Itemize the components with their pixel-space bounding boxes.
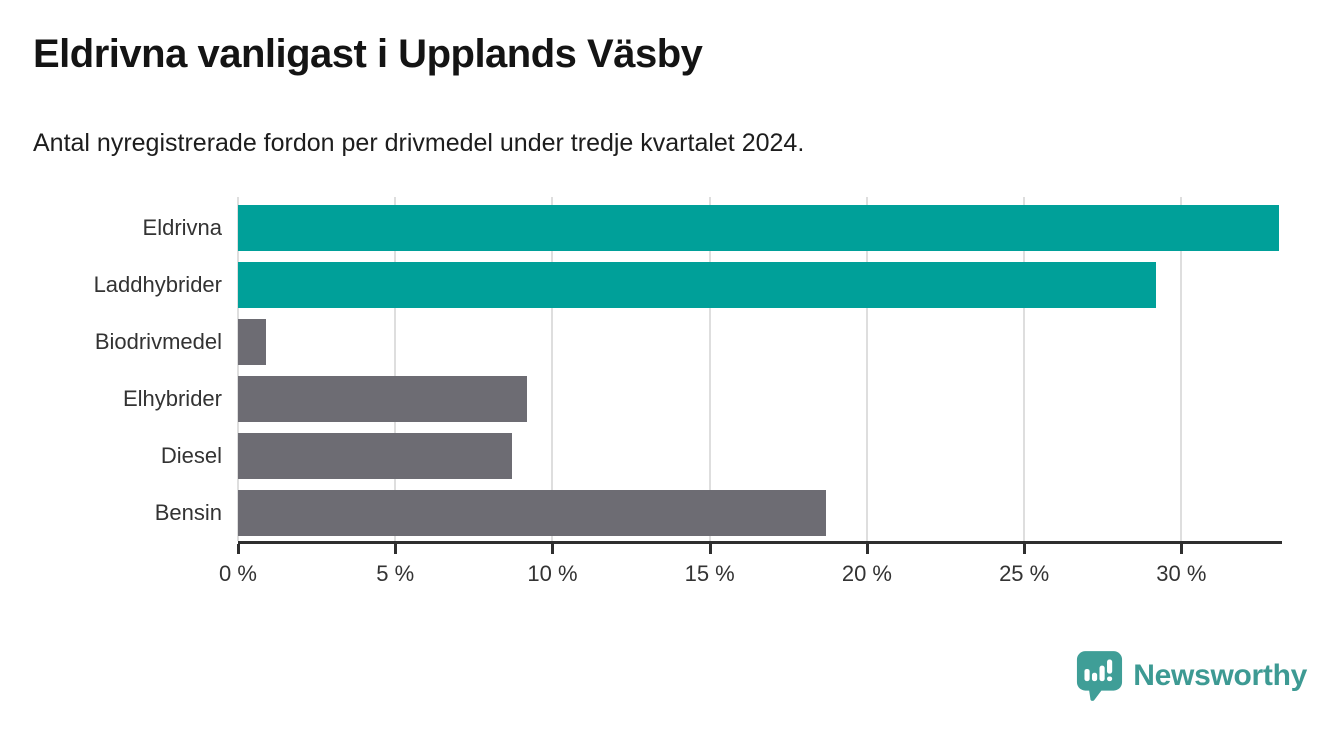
x-axis: 0 % 5 % 10 % 15 % 20 % 25 % 30 %: [219, 541, 1282, 597]
bar-row: [238, 433, 1282, 479]
bar-row: [238, 376, 1282, 422]
bar-row: [238, 490, 1282, 536]
category-label: Elhybrider: [122, 386, 222, 411]
x-axis-tick: [237, 544, 240, 554]
gridline: [394, 197, 397, 541]
bar: [238, 490, 827, 536]
bar: [238, 319, 267, 365]
x-tick-label: 0 %: [219, 561, 257, 586]
x-tick-label: 15 %: [684, 561, 735, 586]
gridline: [865, 197, 868, 541]
x-axis-tick: [1023, 544, 1027, 554]
brand-name: Newsworthy: [1133, 659, 1307, 692]
x-tick-label: 20 %: [841, 561, 892, 586]
bar: [238, 205, 1279, 251]
category-label: Biodrivmedel: [94, 329, 222, 354]
bar: [238, 376, 528, 422]
gridline: [1180, 197, 1183, 541]
x-axis-tick: [394, 544, 398, 554]
x-axis-tick: [708, 544, 712, 554]
bars-container: [238, 197, 1282, 536]
plot-area: [237, 197, 1282, 541]
x-axis-tick: [551, 544, 555, 554]
bar: [238, 262, 1157, 308]
category-label: Bensin: [154, 500, 222, 525]
x-tick-label: 5 %: [376, 561, 415, 586]
bar-chart: Eldrivna Laddhybrider Biodrivmedel Elhybrid…: [33, 197, 1282, 597]
brand-footer: Newsworthy: [1076, 650, 1307, 702]
newsworthy-logo-icon: [1076, 650, 1123, 702]
gridline: [708, 197, 711, 541]
gridline: [1023, 197, 1026, 541]
page-title: Eldrivna vanligast i Upplands Väsby: [33, 32, 703, 76]
bar: [238, 433, 512, 479]
x-tick-label: 30 %: [1156, 561, 1207, 586]
x-tick-label: 10 %: [527, 561, 578, 586]
x-axis-tick: [865, 544, 869, 554]
category-label: Eldrivna: [142, 215, 222, 240]
bar-row: [238, 262, 1282, 308]
x-axis-tick: [1180, 544, 1184, 554]
category-labels: Eldrivna Laddhybrider Biodrivmedel Elhybrid…: [33, 197, 238, 541]
category-label: Diesel: [160, 443, 222, 468]
category-label: Laddhybrider: [93, 272, 222, 297]
bar-row: [238, 205, 1282, 251]
gridline: [551, 197, 554, 541]
bar-row: [238, 319, 1282, 365]
chart-subtitle: Antal nyregistrerade fordon per drivmede…: [33, 129, 805, 157]
x-tick-label: 25 %: [999, 561, 1050, 586]
gridline: [237, 197, 239, 541]
